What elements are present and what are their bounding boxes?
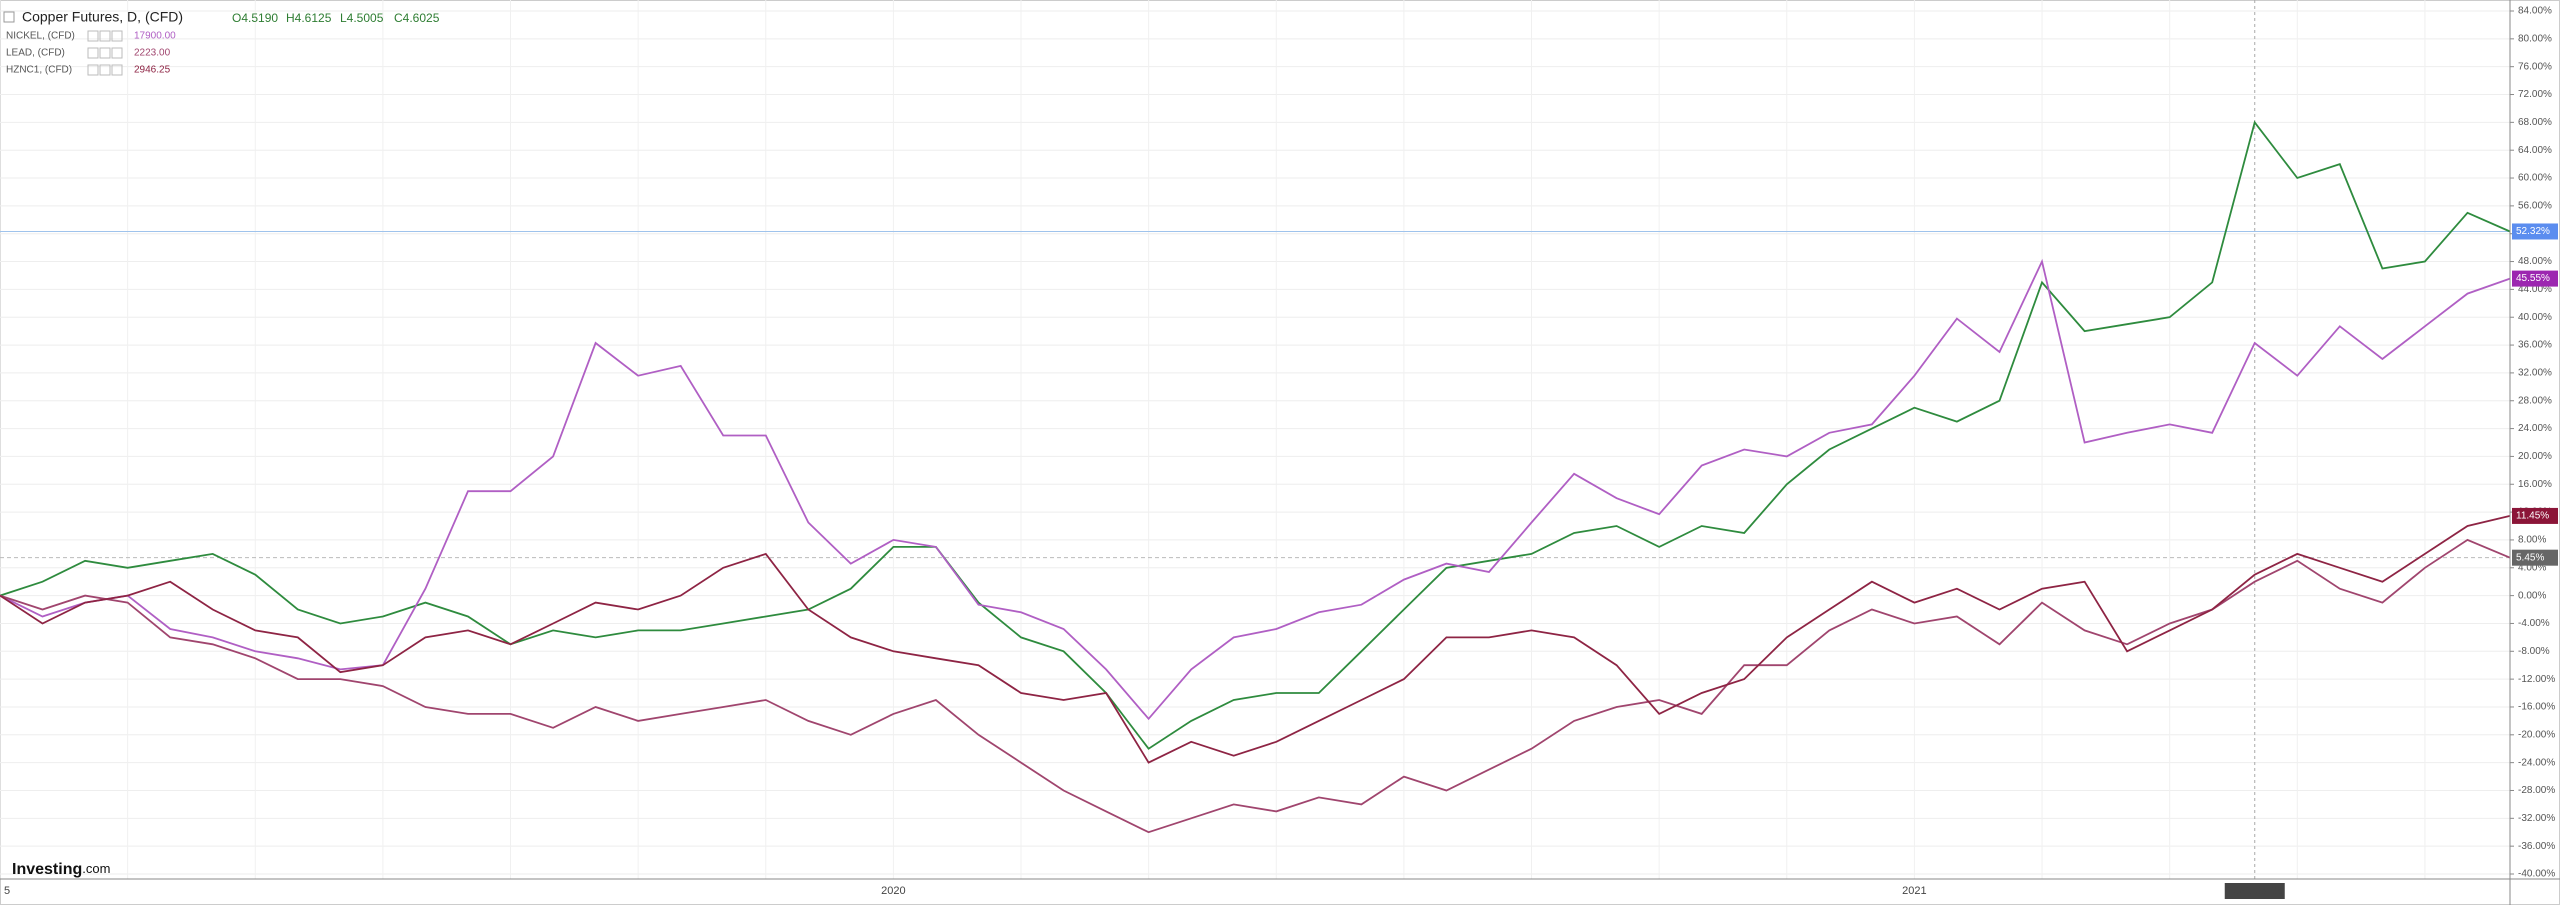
last-value-label: 11.45% <box>2516 511 2549 522</box>
last-value-badge <box>2512 223 2558 240</box>
series-line <box>0 515 2511 764</box>
y-tick-label: 4.00% <box>2518 562 2546 573</box>
legend-name: LEAD, (CFD) <box>6 48 65 59</box>
y-tick-label: 40.00% <box>2518 312 2552 323</box>
y-tick-label: 8.00% <box>2518 535 2546 546</box>
last-value-badge <box>2512 507 2558 524</box>
y-tick-label: -16.00% <box>2518 702 2555 713</box>
legend-icon[interactable] <box>99 30 111 42</box>
y-tick-label: -8.00% <box>2518 646 2550 657</box>
last-value-label: 52.32% <box>2516 226 2550 237</box>
series-line <box>0 120 2511 750</box>
logo-suffix: .com <box>82 861 110 876</box>
legend-icon[interactable] <box>87 47 99 59</box>
y-tick-label: 44.00% <box>2518 284 2552 295</box>
ohlc-value: C4.6025 <box>394 11 440 25</box>
legend-icon[interactable] <box>111 64 123 76</box>
x-tick-label: 5 <box>4 885 10 897</box>
legend-value: 2223.00 <box>134 48 171 59</box>
y-tick-label: 28.00% <box>2518 395 2552 406</box>
y-tick-label: 72.00% <box>2518 89 2552 100</box>
legend-icon[interactable] <box>87 64 99 76</box>
crosshair-badge <box>2224 883 2285 899</box>
chart-title: Copper Futures, D, (CFD) <box>22 9 183 25</box>
y-tick-label: 56.00% <box>2518 201 2552 212</box>
last-value-badge <box>2512 549 2558 566</box>
ohlc-value: O4.5190 <box>232 11 278 25</box>
legend-name: HZNC1, (CFD) <box>6 65 72 76</box>
legend-icon[interactable] <box>99 64 111 76</box>
ohlc-value: L4.5005 <box>340 11 384 25</box>
legend-value: 17900.00 <box>134 31 176 42</box>
y-tick-label: 32.00% <box>2518 368 2552 379</box>
y-tick-label: 68.00% <box>2518 117 2552 128</box>
y-tick-label: -40.00% <box>2518 869 2555 880</box>
y-tick-label: -4.00% <box>2518 618 2550 629</box>
legend-value: 2946.25 <box>134 65 171 76</box>
collapse-icon[interactable] <box>3 11 15 23</box>
logo-brand: Investing <box>12 861 82 878</box>
y-tick-label: 48.00% <box>2518 256 2552 267</box>
y-tick-label: 80.00% <box>2518 33 2552 44</box>
series-line <box>0 258 2511 721</box>
y-tick-label: -24.00% <box>2518 757 2555 768</box>
y-tick-label: 0.00% <box>2518 590 2546 601</box>
y-tick-label: -36.00% <box>2518 841 2555 852</box>
y-tick-label: 24.00% <box>2518 423 2552 434</box>
x-tick-label: 2021 <box>1902 885 1926 897</box>
x-tick-label: 2020 <box>881 885 905 897</box>
legend-icon[interactable] <box>87 30 99 42</box>
y-tick-label: 20.00% <box>2518 451 2552 462</box>
y-tick-label: 76.00% <box>2518 61 2552 72</box>
legend-icon[interactable] <box>99 47 111 59</box>
y-tick-label: -28.00% <box>2518 785 2555 796</box>
y-tick-label: -12.00% <box>2518 674 2555 685</box>
ohlc-value: H4.6125 <box>286 11 332 25</box>
series-line <box>0 538 2511 834</box>
legend-icon[interactable] <box>111 30 123 42</box>
y-tick-label: 60.00% <box>2518 173 2552 184</box>
x-tick-label: 2021-05-06 <box>2227 885 2283 897</box>
y-tick-label: -20.00% <box>2518 729 2555 740</box>
y-tick-label: 64.00% <box>2518 145 2552 156</box>
legend-icon[interactable] <box>111 47 123 59</box>
logo: Investing.com <box>12 861 110 878</box>
legend-name: NICKEL, (CFD) <box>6 31 75 42</box>
last-value-badge <box>2512 270 2558 287</box>
y-tick-label: 84.00% <box>2518 6 2552 17</box>
y-tick-label: 16.00% <box>2518 479 2552 490</box>
last-value-label: 45.55% <box>2516 273 2550 284</box>
y-tick-label: -32.00% <box>2518 813 2555 824</box>
last-value-label: 5.45% <box>2516 552 2544 563</box>
y-tick-label: 36.00% <box>2518 340 2552 351</box>
